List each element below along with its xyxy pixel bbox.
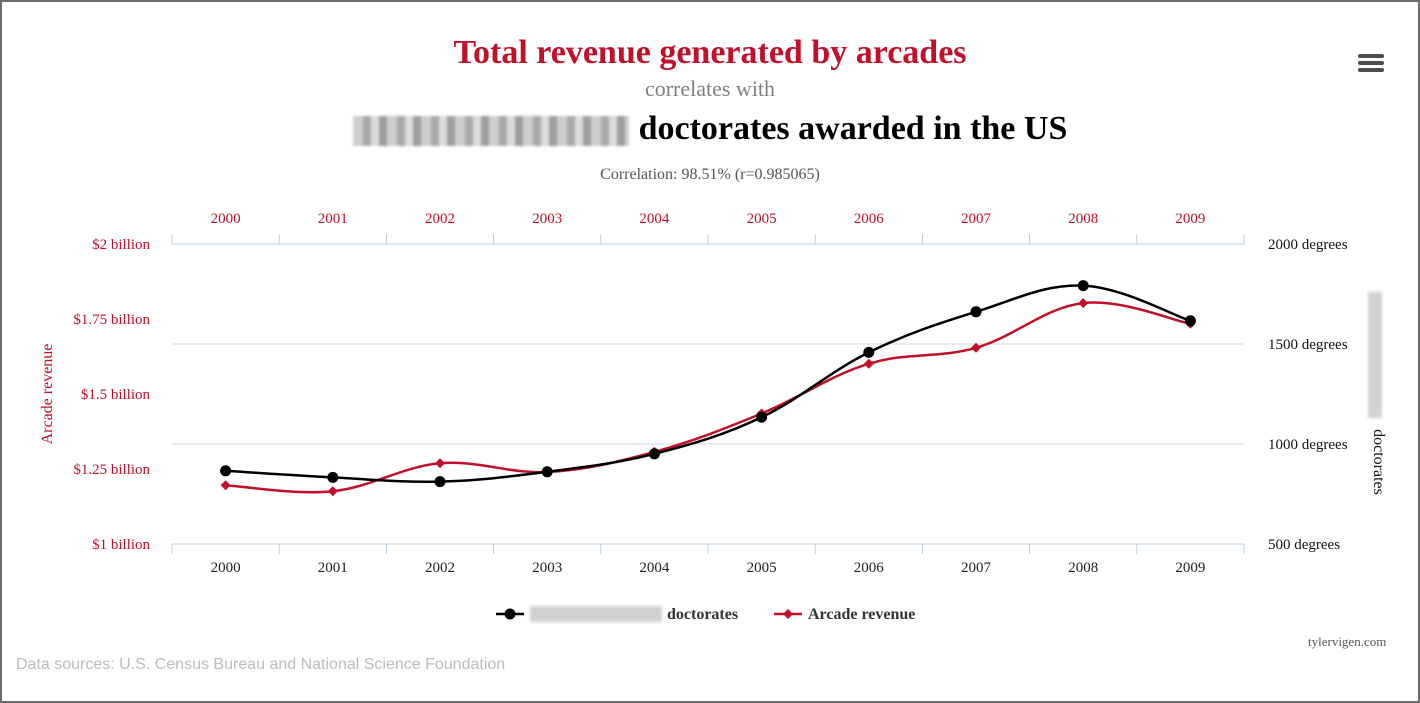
data-point-doctorates [541, 466, 553, 478]
right-tick-label: 1500 degrees [1268, 337, 1348, 353]
left-tick-label: $2 billion [92, 237, 150, 253]
credit-text: tylervigen.com [1308, 634, 1387, 649]
chart-second-title-text: doctorates awarded in the US [638, 110, 1068, 147]
data-point-doctorates [863, 346, 875, 358]
redacted-text-block [352, 116, 629, 147]
x-tick-label-bottom: 2001 [318, 560, 348, 576]
redacted-legend-block [530, 606, 662, 622]
series-line-doctorates [225, 284, 1191, 484]
data-point-doctorates [220, 465, 232, 477]
data-point-doctorates [648, 448, 660, 460]
data-point-arcade-revenue [971, 342, 981, 353]
x-tick-label-bottom: 2009 [1175, 560, 1205, 576]
right-tick-label: 2000 degrees [1268, 237, 1348, 253]
x-tick-label-top: 2005 [747, 211, 777, 227]
x-tick-label-top: 2008 [1068, 211, 1098, 227]
x-tick-label-bottom: 2005 [747, 560, 777, 576]
left-axis-title: Arcade revenue [39, 344, 56, 445]
legend-marker-arcade-revenue [783, 609, 793, 619]
right-axis-title: doctorates [1370, 429, 1387, 495]
right-tick-label: 500 degrees [1268, 537, 1340, 553]
data-point-doctorates [327, 471, 339, 483]
x-tick-label-top: 2000 [211, 211, 241, 227]
x-tick-label-top: 2006 [854, 211, 885, 227]
left-tick-label: $1 billion [92, 537, 150, 553]
legend-marker-doctorates [504, 608, 516, 620]
x-tick-label-top: 2001 [318, 211, 348, 227]
x-tick-label-bottom: 2004 [639, 560, 670, 576]
chart-title: Total revenue generated by arcades [453, 34, 967, 71]
left-tick-label: $1.5 billion [81, 387, 151, 403]
data-point-doctorates [1077, 280, 1089, 292]
x-tick-label-bottom: 2006 [854, 560, 885, 576]
x-tick-label-top: 2009 [1175, 211, 1205, 227]
data-point-doctorates [970, 306, 982, 318]
left-tick-label: $1.75 billion [73, 312, 150, 328]
series-line-arcade-revenue [225, 301, 1191, 494]
x-tick-label-top: 2003 [532, 211, 562, 227]
menu-line [1358, 61, 1384, 65]
data-point-doctorates [434, 476, 446, 488]
data-point-arcade-revenue [863, 358, 874, 369]
data-point-doctorates [756, 411, 768, 423]
menu-line [1358, 68, 1384, 72]
data-point-arcade-revenue [327, 486, 338, 497]
legend-label-doctorates: doctorates [667, 606, 738, 623]
correlation-text: Correlation: 98.51% (r=0.985065) [600, 166, 820, 183]
left-tick-label: $1.25 billion [73, 462, 150, 478]
x-tick-label-bottom: 2000 [211, 560, 241, 576]
x-tick-label-bottom: 2007 [961, 560, 992, 576]
x-tick-label-top: 2004 [639, 211, 670, 227]
data-point-doctorates [1184, 315, 1196, 327]
data-point-arcade-revenue [1078, 298, 1089, 309]
legend-label-arcade-revenue: Arcade revenue [808, 606, 915, 623]
data-point-arcade-revenue [220, 480, 231, 491]
data-source-text: Data sources: U.S. Census Bureau and Nat… [16, 656, 506, 673]
x-tick-label-bottom: 2008 [1068, 560, 1098, 576]
chart-second-title: doctorates awarded in the US [2, 110, 1418, 148]
x-tick-label-top: 2002 [425, 211, 455, 227]
x-tick-label-bottom: 2003 [532, 560, 562, 576]
right-tick-label: 1000 degrees [1268, 437, 1348, 453]
hamburger-menu-icon[interactable] [1358, 52, 1386, 76]
chart-subtitle: correlates with [644, 76, 776, 101]
redacted-axis-block [1368, 292, 1382, 418]
data-point-arcade-revenue [435, 458, 445, 469]
x-tick-label-bottom: 2002 [425, 560, 455, 576]
x-tick-label-top: 2007 [961, 211, 992, 227]
menu-line [1358, 54, 1384, 58]
